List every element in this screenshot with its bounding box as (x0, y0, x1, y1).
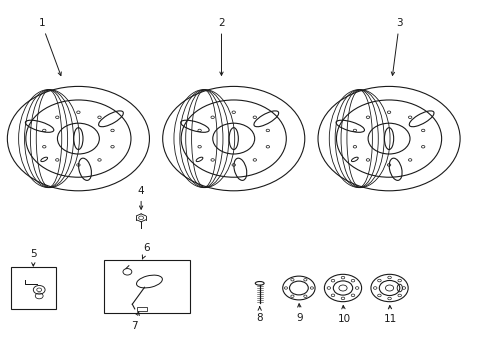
Text: 10: 10 (338, 306, 350, 324)
Text: 2: 2 (218, 18, 225, 75)
Text: 6: 6 (143, 243, 150, 259)
Bar (137, 307, 147, 311)
Text: 8: 8 (256, 307, 263, 323)
Text: 7: 7 (131, 312, 139, 331)
Text: 5: 5 (30, 249, 37, 266)
Text: 4: 4 (138, 186, 145, 209)
Text: 11: 11 (384, 306, 397, 324)
Bar (11, 267, 56, 309)
Bar (104, 260, 190, 313)
Text: 1: 1 (38, 18, 61, 76)
Text: 3: 3 (392, 18, 403, 75)
Text: 9: 9 (296, 304, 303, 323)
